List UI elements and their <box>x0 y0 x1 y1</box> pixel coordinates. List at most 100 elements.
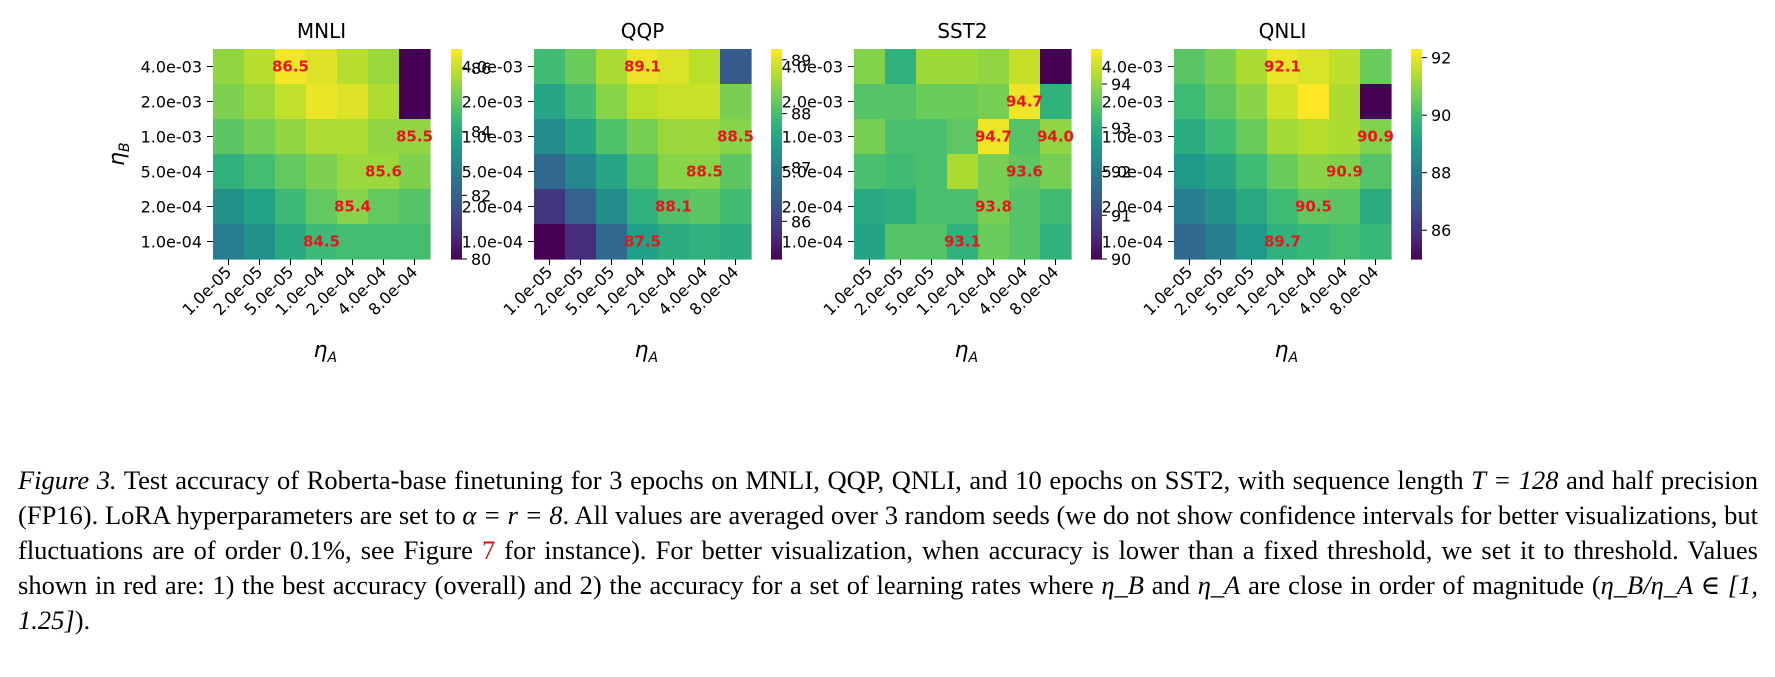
heatmap-cell <box>1329 119 1361 155</box>
heatmap-cell <box>337 154 369 190</box>
colorbar-segment <box>451 210 462 215</box>
colorbar-tick-label: 80 <box>471 250 491 269</box>
cell-annotation: 90.5 <box>1295 198 1332 216</box>
heatmap-cell <box>854 84 886 120</box>
heatmap-cell <box>658 189 690 225</box>
colorbar-segment <box>1091 119 1102 124</box>
colorbar-segment <box>451 164 462 169</box>
colorbar-segment <box>1091 182 1102 187</box>
heatmap-cell <box>1236 49 1268 85</box>
caption-math: η_A <box>1197 570 1241 600</box>
colorbar-segment <box>1091 66 1102 71</box>
colorbar-segment <box>451 217 462 222</box>
colorbar-segment <box>1411 182 1422 187</box>
colorbar-segment <box>451 182 462 187</box>
colorbar-segment <box>451 196 462 201</box>
colorbar-segment <box>771 94 782 99</box>
heatmap-cell <box>885 49 917 85</box>
heatmap-cell <box>1329 154 1361 190</box>
colorbar-segment <box>1411 157 1422 162</box>
figure-3-heatmaps: 86.5 85.5 85.6 85.4 84.5 MNLI 4.0e-03 2.0e-03 1.… <box>105 19 1451 366</box>
heatmap-cell <box>916 154 948 190</box>
colorbar-segment <box>771 150 782 155</box>
heatmap-cell <box>916 49 948 85</box>
heatmap-cell <box>1329 49 1361 85</box>
heatmap-cell <box>1298 224 1330 260</box>
colorbar-segment <box>451 227 462 232</box>
x-axis-label-subscript: A <box>326 350 337 366</box>
heatmap-cell <box>1009 84 1041 120</box>
colorbar-segment <box>451 136 462 141</box>
heatmap-cell <box>720 224 752 260</box>
colorbar-segment <box>451 52 462 57</box>
colorbar-segment <box>771 122 782 127</box>
colorbar-segment <box>1411 171 1422 176</box>
colorbar-segment <box>1411 210 1422 215</box>
heatmap-cell <box>244 49 276 85</box>
colorbar-segment <box>1091 255 1102 260</box>
colorbar-segment <box>771 199 782 204</box>
colorbar-segment <box>771 241 782 246</box>
y-tick-label: 4.0e-03 <box>782 58 843 77</box>
caption-math: η_B <box>1101 570 1144 600</box>
heatmap-cell <box>213 84 245 120</box>
colorbar-segment <box>1091 126 1102 131</box>
heatmap-cell <box>978 84 1010 120</box>
heatmap-cell <box>596 224 628 260</box>
colorbar-segment <box>1411 133 1422 138</box>
cell-annotation: 89.1 <box>624 58 661 76</box>
colorbar-segment <box>451 161 462 166</box>
figure-ref-link[interactable]: 7 <box>481 535 496 565</box>
heatmap-cell <box>1174 49 1206 85</box>
colorbar-segment <box>451 199 462 204</box>
colorbar-segment <box>1411 199 1422 204</box>
colorbar-segment <box>1091 178 1102 183</box>
colorbar-segment <box>771 206 782 211</box>
heatmap-cell <box>1236 119 1268 155</box>
y-tick-label: 5.0e-04 <box>141 163 202 182</box>
heatmap-cell <box>565 154 597 190</box>
colorbar-segment <box>1411 185 1422 190</box>
cell-annotation: 86.5 <box>272 58 309 76</box>
colorbar-segment <box>1091 168 1102 173</box>
colorbar-segment <box>1411 255 1422 260</box>
heatmap-cell <box>534 84 566 120</box>
cell-annotation: 94.7 <box>1006 93 1043 111</box>
heatmap-cell <box>1360 224 1392 260</box>
colorbar-tick-label: 91 <box>1111 206 1131 225</box>
heatmap-cell <box>565 49 597 85</box>
y-tick-label: 5.0e-04 <box>782 163 843 182</box>
colorbar-segment <box>1091 87 1102 92</box>
colorbar-segment <box>1091 248 1102 253</box>
colorbar-segment <box>771 49 782 54</box>
colorbar-segment <box>1411 136 1422 141</box>
heatmap-cell <box>720 189 752 225</box>
heatmap-cell <box>854 154 886 190</box>
heatmap-cell <box>689 84 721 120</box>
colorbar-tick-label: 92 <box>1431 49 1451 68</box>
heatmap-cell <box>399 49 431 85</box>
colorbar-segment <box>451 122 462 127</box>
heatmap-cell <box>534 49 566 85</box>
heatmap-cell <box>1360 154 1392 190</box>
colorbar-segment <box>1091 203 1102 208</box>
caption-math: T = 128 <box>1471 465 1559 495</box>
heatmap-cell <box>565 224 597 260</box>
y-tick-label: 2.0e-03 <box>141 93 202 112</box>
heatmap-cell <box>627 119 659 155</box>
colorbar-segment <box>1091 80 1102 85</box>
colorbar-segment <box>771 80 782 85</box>
colorbar-segment <box>451 213 462 218</box>
colorbar-segment <box>771 52 782 57</box>
heatmap-cell <box>627 224 659 260</box>
caption-text: . All values are averaged over 3 random … <box>18 500 1758 565</box>
colorbar-segment <box>1411 66 1422 71</box>
colorbar-segment <box>1411 234 1422 239</box>
colorbar-segment <box>771 175 782 180</box>
colorbar-segment <box>771 126 782 131</box>
colorbar-segment <box>1411 164 1422 169</box>
colorbar-segment <box>451 108 462 113</box>
y-tick-label: 2.0e-04 <box>782 198 843 217</box>
colorbar-segment <box>771 133 782 138</box>
colorbar-segment <box>771 182 782 187</box>
